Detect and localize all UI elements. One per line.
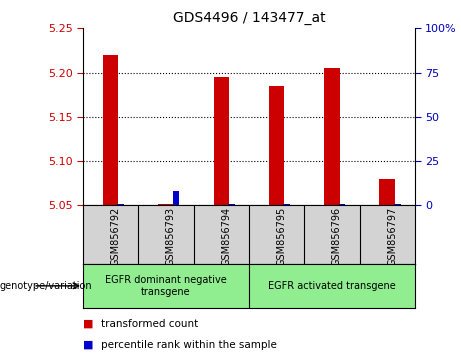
Text: ■: ■ [83,319,94,329]
Text: GSM856795: GSM856795 [277,207,287,266]
Text: GSM856796: GSM856796 [332,207,342,266]
Text: transformed count: transformed count [101,319,199,329]
Bar [283,204,290,205]
Text: percentile rank within the sample: percentile rank within the sample [101,340,278,350]
Text: GSM856792: GSM856792 [111,207,121,266]
Text: GSM856794: GSM856794 [221,207,231,266]
Text: genotype/variation: genotype/variation [0,281,93,291]
Bar [324,68,340,205]
Bar [103,55,118,205]
Text: GSM856797: GSM856797 [387,207,397,266]
Text: EGFR dominant negative
transgene: EGFR dominant negative transgene [105,275,227,297]
Text: ■: ■ [83,340,94,350]
Title: GDS4496 / 143477_at: GDS4496 / 143477_at [172,11,325,24]
Bar [228,204,235,205]
Bar [158,204,174,205]
Bar [338,204,345,205]
Bar [394,204,401,205]
Bar [213,77,229,205]
Bar [172,191,179,205]
Bar [117,204,124,205]
Text: GSM856793: GSM856793 [166,207,176,266]
Bar [269,86,284,205]
Text: EGFR activated transgene: EGFR activated transgene [268,281,396,291]
Bar [379,179,395,205]
